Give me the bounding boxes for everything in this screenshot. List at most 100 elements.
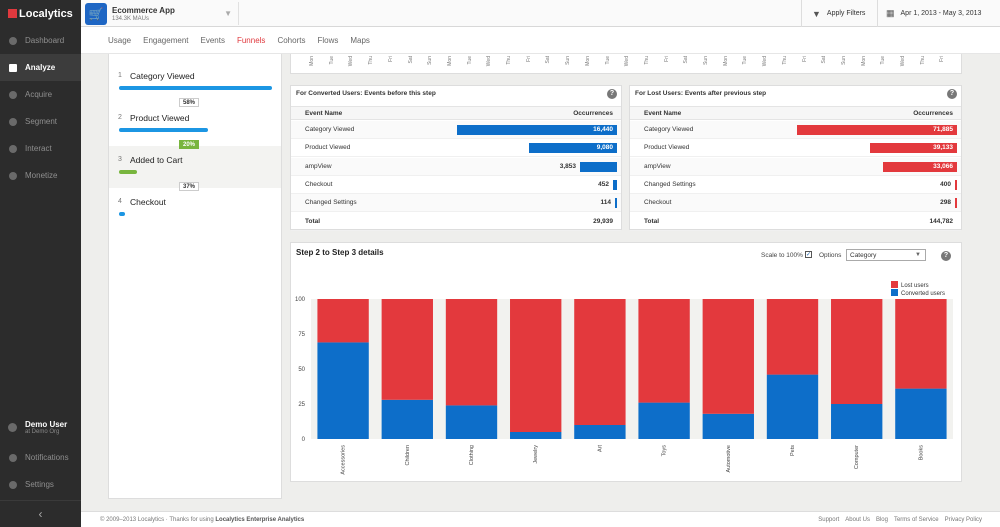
bar-converted-jewelry[interactable] — [510, 432, 562, 439]
help-icon[interactable]: ? — [941, 251, 951, 261]
table-total-row: Total 144,782 — [630, 213, 961, 231]
bar-lost-art[interactable] — [574, 299, 626, 425]
tab-events[interactable]: Events — [200, 35, 225, 45]
footer-link-terms-of-service[interactable]: Terms of Service — [893, 517, 939, 523]
footer-link-privacy-policy[interactable]: Privacy Policy — [944, 517, 982, 523]
funnel-step-category-viewed[interactable]: 1 Category Viewed — [109, 62, 281, 104]
table-row[interactable]: Checkout 298 — [630, 194, 961, 213]
brand-logo[interactable]: Localytics — [0, 0, 81, 27]
funnel-step-checkout[interactable]: 4 Checkout — [109, 188, 281, 230]
tab-usage[interactable]: Usage — [108, 35, 132, 45]
sidebar-item-settings[interactable]: Settings — [0, 471, 81, 498]
segment-icon — [8, 117, 18, 127]
funnel-step-product-viewed[interactable]: 2 Product Viewed — [109, 104, 281, 146]
cart-icon: 🛒 — [85, 2, 107, 25]
y-tick-label: 25 — [298, 402, 305, 408]
date-range-picker[interactable]: ▦ Apr 1, 2013 - May 3, 2013 — [886, 8, 982, 18]
sidebar-item-interact[interactable]: Interact — [0, 135, 81, 162]
footer-link-about-us[interactable]: About Us — [845, 517, 870, 523]
tab-maps[interactable]: Maps — [350, 35, 370, 45]
calendar-icon: ▦ — [886, 8, 895, 18]
column-header-event: Event Name — [644, 110, 682, 117]
bar-lost-children[interactable] — [381, 299, 433, 400]
bar-lost-computer[interactable] — [831, 299, 883, 404]
occurrence-value: 33,066 — [933, 162, 953, 170]
footer-link-blog[interactable]: Blog — [875, 517, 888, 523]
bar-lost-clothing[interactable] — [445, 299, 498, 406]
bar-converted-automotive[interactable] — [702, 413, 754, 439]
day-label: Sun — [840, 56, 847, 65]
y-tick-label: 75 — [298, 332, 305, 338]
table-row[interactable]: ampView 3,853 — [291, 157, 621, 176]
step-details-panel: 0 25 50 75 100 Accessories Children Clothing Jew… — [290, 242, 962, 482]
app-selector[interactable]: 🛒 Ecommerce App 134.3K MAUs ▼ — [85, 2, 239, 25]
bar-lost-accessories[interactable] — [317, 299, 369, 343]
step-label: Category Viewed — [130, 71, 195, 81]
step-label: Checkout — [130, 197, 166, 207]
sidebar-item-segment[interactable]: Segment — [0, 108, 81, 135]
sidebar-item-notifications[interactable]: Notifications — [0, 444, 81, 471]
occurrence-value: 400 — [940, 180, 951, 188]
footer-link-support[interactable]: Support — [818, 517, 840, 523]
table-row[interactable]: Category Viewed 16,440 — [291, 121, 621, 139]
tab-flows[interactable]: Flows — [317, 35, 339, 45]
filter-icon: ▼ — [812, 8, 821, 19]
bar-lost-books[interactable] — [895, 299, 947, 389]
sidebar: Localytics Dashboard Analyze Acquire Segmen… — [0, 0, 81, 527]
sidebar-item-acquire[interactable]: Acquire — [0, 81, 81, 108]
copyright: © 2009–2013 Localytics · Thanks for usin… — [100, 517, 214, 523]
day-label: Sun — [427, 56, 434, 65]
day-label: Thu — [643, 56, 650, 65]
bar-converted-children[interactable] — [381, 399, 433, 439]
table-header: Event Name Occurrences — [291, 106, 621, 120]
analyze-icon — [8, 63, 18, 73]
x-tick-label: Clothing — [469, 445, 475, 465]
bar-lost-automotive[interactable] — [702, 299, 754, 414]
day-label: Wed — [624, 56, 631, 67]
collapse-sidebar-button[interactable]: ‹ — [0, 500, 81, 527]
table-row[interactable]: Changed Settings 400 — [630, 176, 961, 194]
days-axis-strip: Mon Tue Wed Thu Fri Sat Sun Mon Tue Wed Thu Fri Sat S… — [290, 54, 962, 74]
funnel-step-added-to-cart[interactable]: 3 Added to Cart — [109, 146, 281, 188]
help-icon[interactable]: ? — [947, 89, 957, 99]
day-label: Sat — [821, 56, 828, 64]
bell-icon — [8, 453, 18, 463]
table-row[interactable]: Category Viewed 71,885 — [630, 121, 961, 139]
table-row[interactable]: Checkout 452 — [291, 176, 621, 194]
sidebar-item-monetize[interactable]: Monetize — [0, 162, 81, 189]
funnel-steps: 1 Category Viewed 2 Product Viewed 3 Added to… — [108, 54, 282, 499]
bar-lost-pets[interactable] — [766, 299, 819, 375]
table-row[interactable]: ampView 33,066 — [630, 157, 961, 176]
scale-to-100-checkbox[interactable]: ✓ — [805, 251, 812, 258]
bar-converted-computer[interactable] — [831, 404, 883, 439]
bar-converted-pets[interactable] — [766, 374, 819, 439]
sidebar-item-analyze[interactable]: Analyze — [0, 54, 81, 81]
help-icon[interactable]: ? — [607, 89, 617, 99]
bar-converted-toys[interactable] — [638, 402, 690, 439]
bar-lost-jewelry[interactable] — [510, 299, 562, 432]
table-row[interactable]: Product Viewed 39,133 — [630, 139, 961, 158]
x-tick-label: Accessories — [341, 445, 347, 475]
dashboard-icon — [8, 36, 18, 46]
bar-lost-toys[interactable] — [638, 299, 690, 403]
occurrence-value: 114 — [600, 199, 612, 207]
occurrence-bar — [797, 125, 957, 135]
occurrence-bar — [955, 179, 957, 190]
bar-converted-art[interactable] — [574, 425, 626, 439]
bar-converted-books[interactable] — [895, 388, 947, 439]
user-profile[interactable]: Demo User at Demo Org — [0, 412, 81, 442]
tab-cohorts[interactable]: Cohorts — [277, 35, 306, 45]
bar-converted-clothing[interactable] — [445, 405, 498, 439]
day-label: Mon — [584, 56, 591, 66]
options-select[interactable]: Category ▼ — [846, 249, 926, 261]
table-row[interactable]: Changed Settings 114 — [291, 194, 621, 213]
scale-to-100-label: Scale to 100% — [761, 252, 803, 259]
sidebar-item-dashboard[interactable]: Dashboard — [0, 27, 81, 54]
bar-converted-accessories[interactable] — [317, 342, 369, 439]
day-label: Fri — [663, 56, 670, 62]
table-row[interactable]: Product Viewed 9,080 — [291, 139, 621, 158]
apply-filters-button[interactable]: ▼ Apply Filters — [801, 0, 878, 27]
logo-mark-icon — [8, 9, 17, 18]
tab-funnels[interactable]: Funnels — [236, 35, 266, 45]
tab-engagement[interactable]: Engagement — [143, 35, 189, 45]
